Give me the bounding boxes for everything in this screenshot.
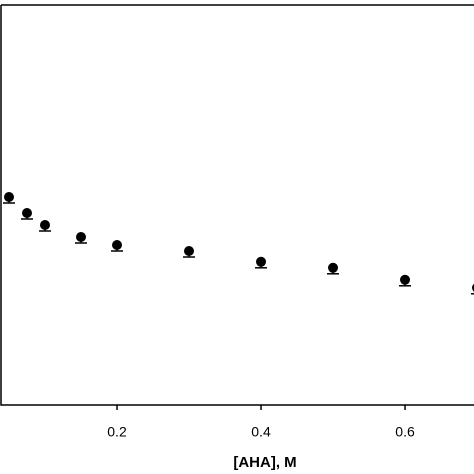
data-point <box>328 262 339 273</box>
x-tick-label: 0.2 <box>107 424 127 440</box>
data-point <box>40 220 51 230</box>
axes-frame <box>0 4 474 406</box>
data-point <box>184 246 195 256</box>
data-point <box>22 208 33 218</box>
data-point <box>76 232 87 242</box>
data-point <box>256 256 267 267</box>
data-point <box>112 240 123 250</box>
x-tick-label: 0.4 <box>251 424 271 440</box>
data-point <box>4 192 15 202</box>
x-axis-label: [AHA], M <box>233 454 296 471</box>
data-point <box>400 274 411 285</box>
plot-area <box>3 192 474 295</box>
x-tick-label: 0.6 <box>395 424 415 440</box>
